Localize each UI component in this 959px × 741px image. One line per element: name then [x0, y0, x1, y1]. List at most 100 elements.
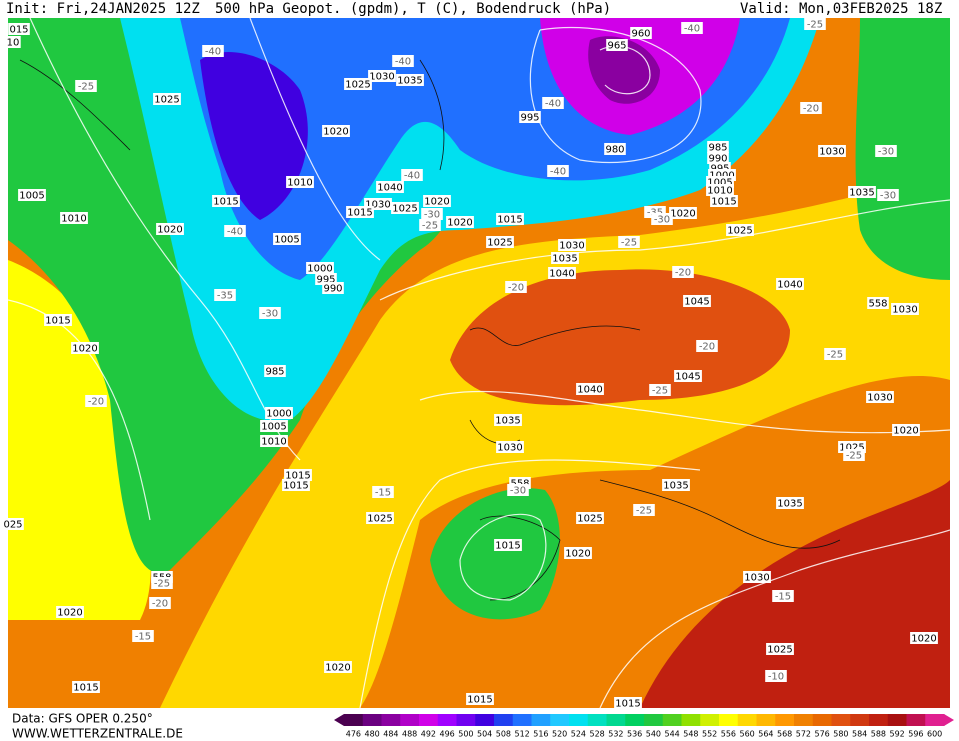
pressure-label: 1000 — [307, 264, 332, 275]
pressure-label: 1005 — [19, 191, 44, 202]
temperature-label-box — [542, 97, 564, 109]
pressure-label-box — [743, 571, 771, 583]
colorbar-tick-label: 480 — [364, 730, 379, 739]
pressure-label: 1000 — [266, 409, 291, 420]
colorbar-cell — [419, 714, 439, 726]
pressure-label-box — [72, 681, 100, 693]
pressure-label-box — [346, 206, 374, 218]
colorbar-cell — [644, 714, 664, 726]
colorbar-tick-label: 596 — [908, 730, 923, 739]
pressure-label: 1025 — [839, 443, 864, 454]
pressure-label-box — [260, 420, 288, 432]
temperature-label: -40 — [205, 47, 221, 58]
colorbar-tick-label: 484 — [383, 730, 398, 739]
temperature-label: -40 — [404, 171, 420, 182]
pressure-label-box — [630, 27, 652, 39]
pressure-label: 1030 — [497, 443, 522, 454]
pressure-label: 1020 — [325, 663, 350, 674]
pressure-label-box — [368, 70, 396, 82]
colorbar-cell — [625, 714, 645, 726]
pressure-label-box — [710, 195, 738, 207]
temperature-label: -40 — [227, 227, 243, 238]
temperature-label: -25 — [422, 221, 438, 232]
colorbar-tick-label: 496 — [439, 730, 454, 739]
pressure-label-box — [8, 23, 30, 35]
pressure-label: 990 — [323, 284, 342, 295]
colorbar-tick-label: 564 — [758, 730, 773, 739]
pressure-label-box — [867, 297, 889, 309]
temperature-label: -25 — [636, 506, 652, 517]
pressure-label: 1040 — [777, 280, 802, 291]
temperature-label: -25 — [827, 350, 843, 361]
colorbar-cell — [737, 714, 757, 726]
temperature-label: -35 — [217, 291, 233, 302]
colorbar-tick-label: 576 — [814, 730, 829, 739]
pressure-label: 1015 — [497, 215, 522, 226]
pressure-label: 985 — [265, 367, 284, 378]
temperature-label-box — [696, 340, 718, 352]
pressure-label: 1015 — [711, 197, 736, 208]
temperature-label: -20 — [152, 599, 168, 610]
pressure-label: 1030 — [867, 393, 892, 404]
pressure-label-box — [494, 414, 522, 426]
colorbar-tick-label: 504 — [477, 730, 492, 739]
temperature-label-box — [214, 289, 236, 301]
pressure-label: 1025 — [767, 645, 792, 656]
colorbar-tick-label: 508 — [496, 730, 511, 739]
pressure-label-box — [496, 441, 524, 453]
colorbar-tick-label: 476 — [346, 730, 361, 739]
colorbar-cell — [869, 714, 889, 726]
temperature-label-box — [672, 266, 694, 278]
pressure-label-box — [558, 239, 586, 251]
temperature-label: -40 — [395, 57, 411, 68]
init-time: Init: Fri,24JAN2025 12Z — [6, 1, 200, 17]
pressure-label: 10 — [7, 38, 20, 49]
colorbar-cell — [700, 714, 720, 726]
pressure-label-box — [156, 223, 184, 235]
colorbar-cell — [775, 714, 795, 726]
pressure-label: 1015 — [347, 208, 372, 219]
valid-time: Valid: Mon,03FEB2025 18Z — [740, 1, 942, 17]
pressure-label: 1040 — [377, 183, 402, 194]
data-source: Data: GFS OPER 0.250° — [12, 712, 153, 726]
temperature-label-box — [633, 504, 655, 516]
pressure-label-box — [576, 512, 604, 524]
colorbar-cell — [662, 714, 682, 726]
temperature-label-box — [505, 281, 527, 293]
pressure-label: 1035 — [495, 416, 520, 427]
pressure-label-box — [683, 295, 711, 307]
field — [8, 260, 151, 620]
colorbar-tick-label: 536 — [627, 730, 642, 739]
temperature-label: -25 — [78, 82, 94, 93]
field — [855, 18, 950, 280]
colorbar-cell — [344, 714, 364, 726]
pressure-label: 1025 — [392, 204, 417, 215]
pressure-label: 1025 — [487, 238, 512, 249]
pressure-label: 1030 — [744, 573, 769, 584]
colorbar-end — [334, 714, 344, 726]
pressure-label: 1015 — [467, 695, 492, 706]
pressure-label-box — [674, 370, 702, 382]
temperature-label-box — [149, 597, 171, 609]
coastline — [19, 59, 841, 601]
pressure-label-box — [423, 195, 451, 207]
pressure-label: 1040 — [577, 385, 602, 396]
temperature-label-box — [651, 213, 673, 225]
temperature-label: -15 — [775, 592, 791, 603]
colorbar-cell — [512, 714, 532, 726]
pressure-label: 1020 — [424, 197, 449, 208]
colorbar-tick-label: 500 — [458, 730, 473, 739]
temperature-label: -25 — [154, 579, 170, 590]
pressure-label-box — [519, 111, 541, 123]
pressure-label-box — [153, 93, 181, 105]
pressure-label: 1035 — [397, 76, 422, 87]
colorbar-tick-label: 528 — [589, 730, 604, 739]
pressure-label-box — [891, 303, 919, 315]
pressure-label: 1025 — [345, 80, 370, 91]
colorbar-end — [944, 714, 954, 726]
colorbar-tick-label: 572 — [796, 730, 811, 739]
temperature-label-box — [507, 484, 529, 496]
colorbar-tick-label: 592 — [889, 730, 904, 739]
colorbar-tick-label: 584 — [852, 730, 867, 739]
pressure-label-box — [776, 278, 804, 290]
